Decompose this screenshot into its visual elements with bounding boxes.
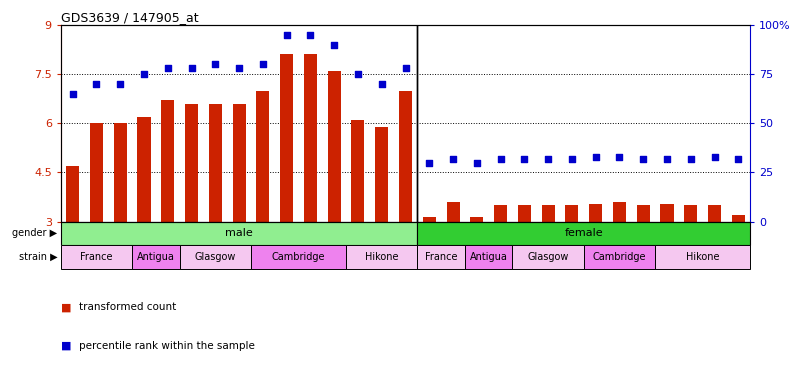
Point	[185, 65, 198, 71]
Point	[280, 32, 293, 38]
Text: Cambridge: Cambridge	[593, 252, 646, 262]
Text: Glasgow: Glasgow	[195, 252, 236, 262]
Point	[423, 159, 436, 166]
Text: gender ▶: gender ▶	[12, 228, 58, 238]
Point	[494, 156, 507, 162]
Point	[256, 61, 269, 67]
Bar	[418, 222, 750, 245]
Bar	[660, 204, 673, 222]
Point	[637, 156, 650, 162]
Bar	[328, 71, 341, 222]
Bar	[346, 245, 418, 269]
Bar	[465, 245, 513, 269]
Bar	[708, 205, 721, 222]
Point	[90, 81, 103, 87]
Point	[542, 156, 555, 162]
Point	[589, 154, 602, 160]
Point	[399, 65, 412, 71]
Point	[660, 156, 673, 162]
Bar	[185, 104, 198, 222]
Point	[518, 156, 531, 162]
Point	[67, 91, 79, 97]
Bar	[613, 202, 626, 222]
Text: ■: ■	[61, 341, 75, 351]
Bar	[637, 205, 650, 222]
Text: France: France	[80, 252, 113, 262]
Bar	[470, 217, 483, 222]
Point	[708, 154, 721, 160]
Text: female: female	[564, 228, 603, 238]
Bar	[517, 205, 531, 222]
Bar	[61, 222, 418, 245]
Bar	[732, 215, 744, 222]
Bar	[304, 55, 317, 222]
Point	[613, 154, 626, 160]
Bar	[208, 104, 222, 222]
Bar	[251, 245, 346, 269]
Bar	[399, 91, 412, 222]
Text: transformed count: transformed count	[79, 302, 176, 312]
Text: Hikone: Hikone	[365, 252, 398, 262]
Text: Glasgow: Glasgow	[527, 252, 569, 262]
Text: France: France	[425, 252, 457, 262]
Point	[732, 156, 744, 162]
Point	[351, 71, 364, 77]
Bar	[565, 205, 578, 222]
Bar	[280, 55, 294, 222]
Bar	[655, 245, 750, 269]
Bar	[584, 245, 655, 269]
Text: Antigua: Antigua	[137, 252, 175, 262]
Bar	[90, 123, 103, 222]
Bar	[589, 204, 603, 222]
Text: percentile rank within the sample: percentile rank within the sample	[79, 341, 255, 351]
Point	[375, 81, 388, 87]
Point	[304, 32, 317, 38]
Bar	[447, 202, 460, 222]
Bar	[351, 120, 364, 222]
Point	[447, 156, 460, 162]
Point	[470, 159, 483, 166]
Bar	[375, 127, 388, 222]
Bar	[513, 245, 584, 269]
Bar	[684, 205, 697, 222]
Point	[565, 156, 578, 162]
Text: male: male	[225, 228, 253, 238]
Bar	[138, 117, 151, 222]
Point	[138, 71, 151, 77]
Bar	[180, 245, 251, 269]
Point	[209, 61, 222, 67]
Bar	[423, 217, 436, 222]
Text: strain ▶: strain ▶	[19, 252, 58, 262]
Point	[114, 81, 127, 87]
Bar	[494, 205, 507, 222]
Bar	[132, 245, 180, 269]
Bar	[256, 91, 269, 222]
Bar	[542, 205, 555, 222]
Bar	[161, 100, 174, 222]
Bar	[61, 245, 132, 269]
Text: GDS3639 / 147905_at: GDS3639 / 147905_at	[61, 11, 199, 24]
Bar	[233, 104, 246, 222]
Bar	[418, 245, 465, 269]
Text: Cambridge: Cambridge	[272, 252, 325, 262]
Text: ■: ■	[61, 302, 75, 312]
Bar	[114, 123, 127, 222]
Point	[328, 41, 341, 48]
Point	[161, 65, 174, 71]
Point	[233, 65, 246, 71]
Text: Antigua: Antigua	[470, 252, 508, 262]
Bar	[67, 166, 79, 222]
Point	[684, 156, 697, 162]
Text: Hikone: Hikone	[686, 252, 719, 262]
